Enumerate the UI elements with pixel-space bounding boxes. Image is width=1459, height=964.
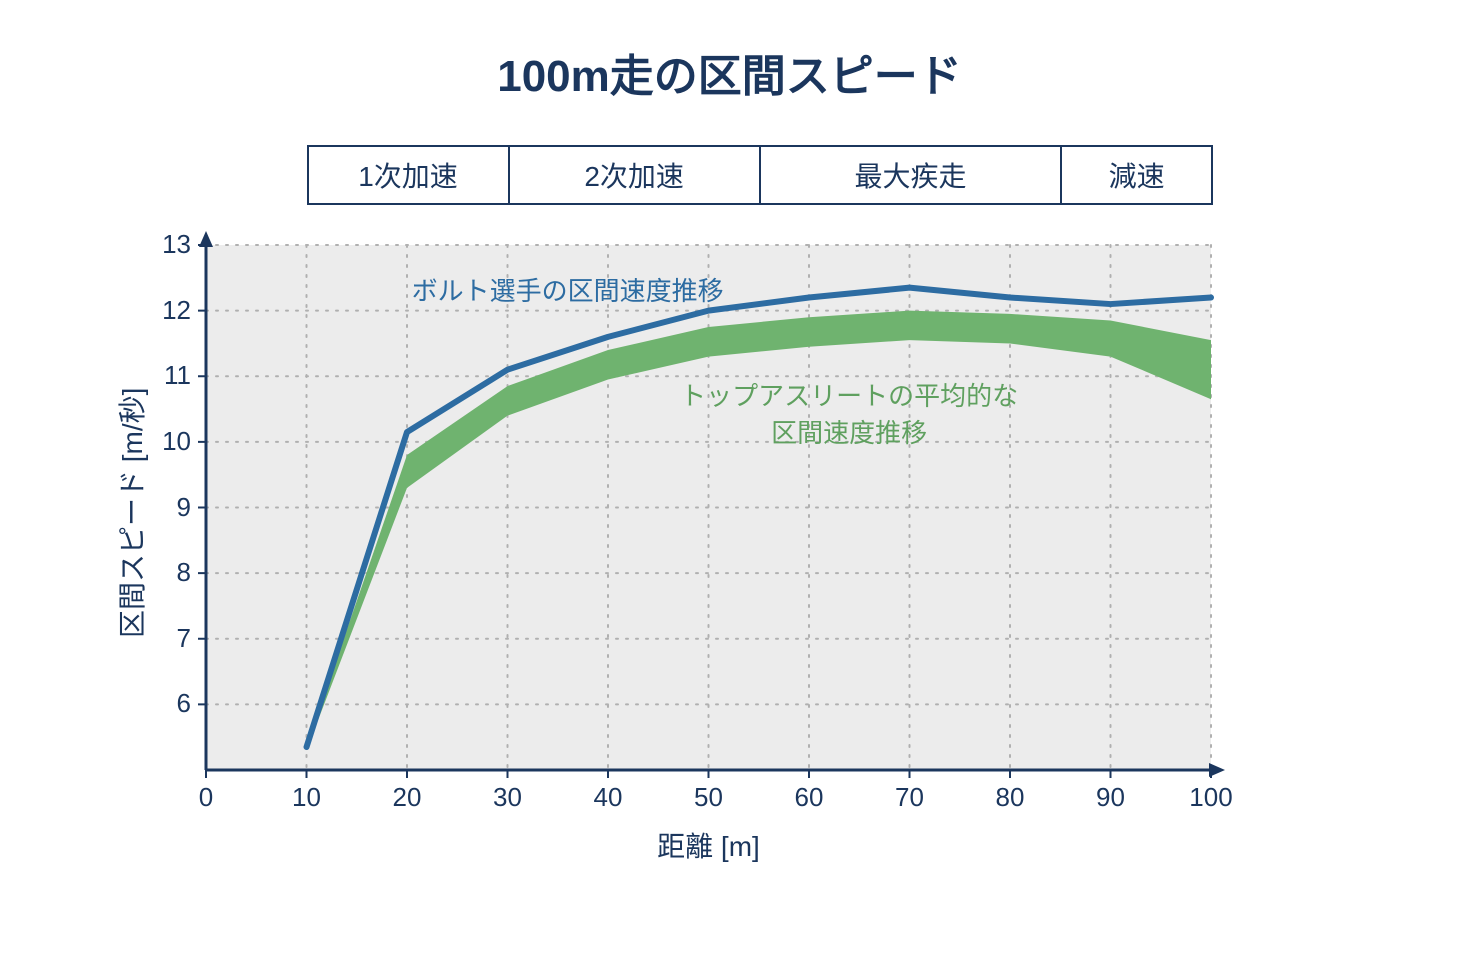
x-tick-label: 90 [1086, 782, 1136, 813]
plot-area [0, 0, 1459, 959]
x-tick-label: 100 [1186, 782, 1236, 813]
x-tick-label: 20 [382, 782, 432, 813]
y-tick-label: 12 [151, 295, 191, 326]
y-tick-label: 13 [151, 229, 191, 260]
plot-svg [0, 0, 1459, 959]
band-annotation: トップアスリートの平均的な区間速度推移 [649, 376, 1049, 450]
line-annotation: ボルト選手の区間速度推移 [378, 271, 758, 308]
x-tick-label: 0 [181, 782, 231, 813]
y-tick-label: 11 [151, 360, 191, 391]
x-tick-label: 10 [282, 782, 332, 813]
x-tick-label: 50 [684, 782, 734, 813]
x-tick-label: 40 [583, 782, 633, 813]
y-tick-label: 6 [151, 688, 191, 719]
y-tick-label: 8 [151, 557, 191, 588]
y-tick-label: 9 [151, 492, 191, 523]
x-axis-label: 距離 [m] [629, 825, 789, 865]
y-tick-label: 7 [151, 623, 191, 654]
x-tick-label: 60 [784, 782, 834, 813]
y-tick-label: 10 [151, 426, 191, 457]
x-tick-label: 30 [483, 782, 533, 813]
x-tick-label: 80 [985, 782, 1035, 813]
y-axis-label: 区間スピード [m/秒] [111, 387, 151, 637]
x-tick-label: 70 [885, 782, 935, 813]
chart-container: 100m走の区間スピード 1次加速2次加速最大疾走減速 区間スピード [m/秒]… [0, 0, 1459, 959]
